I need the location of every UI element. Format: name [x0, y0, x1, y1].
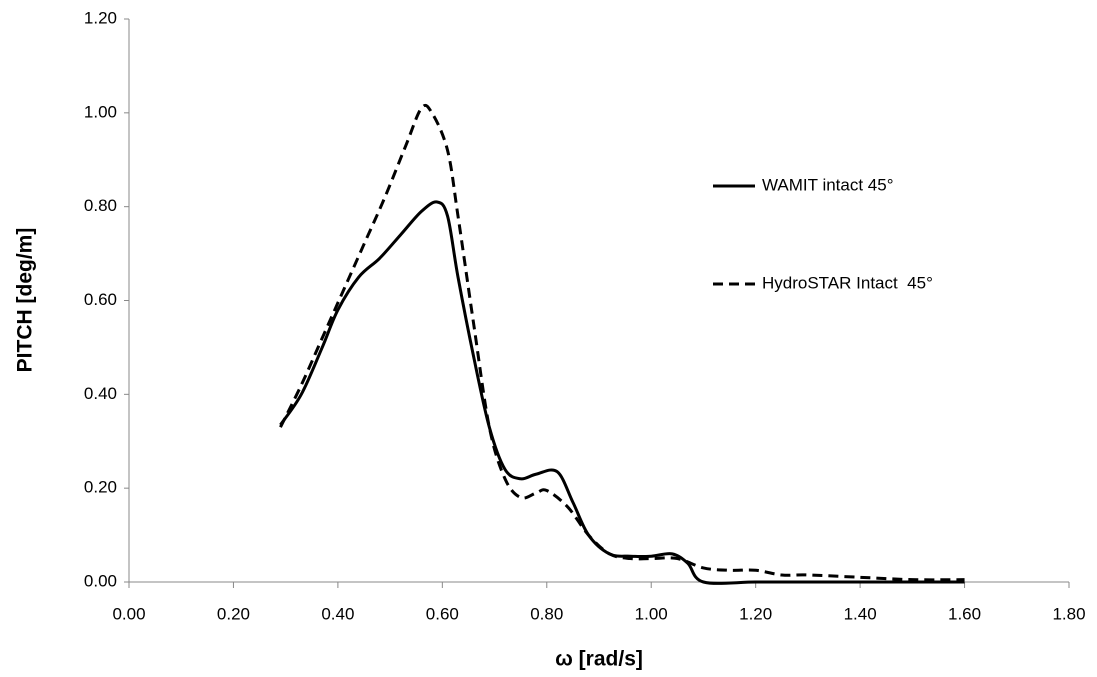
x-tick-label: 0.20 — [217, 604, 250, 623]
x-axis-title: ω [rad/s] — [555, 648, 643, 671]
legend-label: WAMIT intact 45° — [762, 175, 894, 194]
x-tick-label: 1.80 — [1052, 604, 1085, 623]
x-tick-label: 1.60 — [948, 604, 981, 623]
y-tick-label: 0.60 — [84, 290, 117, 309]
x-tick-label: 1.40 — [844, 604, 877, 623]
y-tick-label: 1.20 — [84, 8, 117, 27]
y-tick-label: 1.00 — [84, 102, 117, 121]
y-tick-label: 0.40 — [84, 384, 117, 403]
y-tick-label: 0.80 — [84, 196, 117, 215]
line — [279, 103, 965, 582]
x-tick-label: 0.40 — [321, 604, 354, 623]
x-tick-label: 0.80 — [530, 604, 563, 623]
y-tick-label: 0.20 — [84, 478, 117, 497]
y-axis-title: PITCH [deg/m] — [14, 228, 37, 373]
x-tick-label: 1.20 — [739, 604, 772, 623]
x-tick-label: 1.00 — [635, 604, 668, 623]
legend-label: HydroSTAR Intact 45° — [762, 273, 933, 292]
line — [279, 200, 965, 585]
x-tick-label: 0.60 — [426, 604, 459, 623]
x-tick-label: 0.00 — [112, 604, 145, 623]
y-tick-label: 0.00 — [84, 571, 117, 590]
